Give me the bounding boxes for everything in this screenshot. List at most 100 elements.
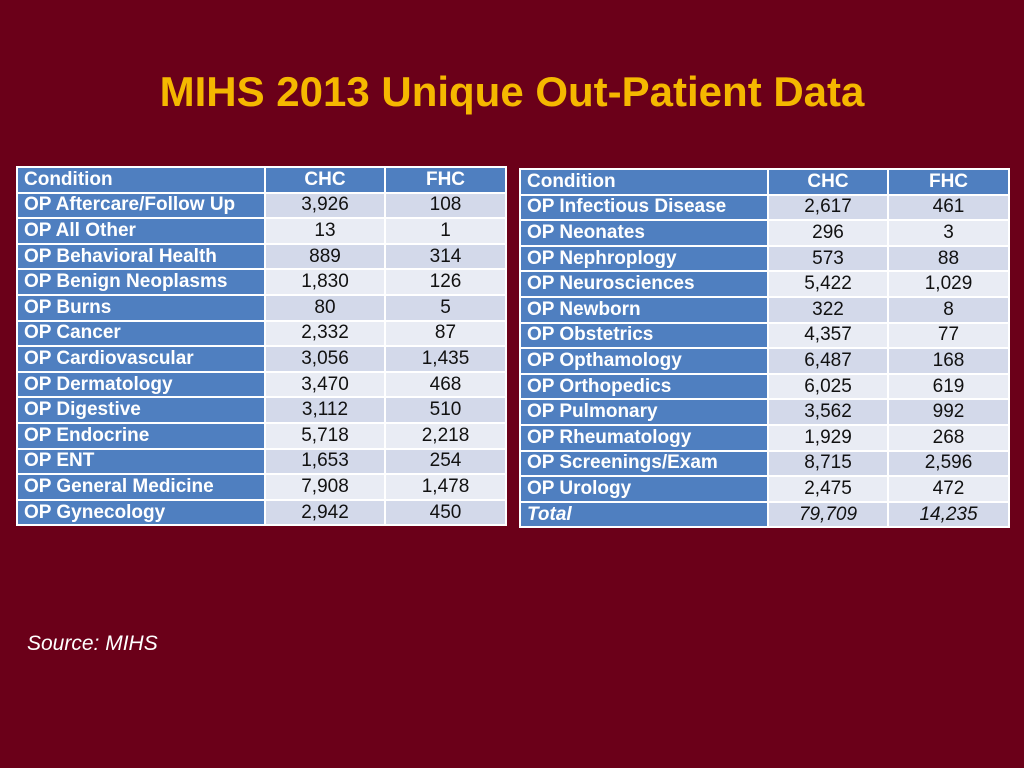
condition-header: Condition	[16, 166, 266, 194]
condition-cell: OP Rheumatology	[519, 423, 769, 452]
fhc-cell: 1,478	[384, 473, 507, 501]
condition-cell: OP All Other	[16, 217, 266, 245]
table-row: OP Nephroplogy 573 88	[519, 244, 1010, 273]
condition-cell: OP Dermatology	[16, 370, 266, 399]
condition-cell: OP Burns	[16, 293, 266, 322]
table-row: OP Gynecology 2,942 450	[16, 498, 507, 527]
table-row: OP Newborn 322 8	[519, 295, 1010, 324]
table-row: OP Infectious Disease 2,617 461	[519, 193, 1010, 222]
condition-cell: OP Cancer	[16, 319, 266, 348]
chc-cell: 80	[264, 293, 386, 322]
condition-cell: OP Gynecology	[16, 498, 266, 527]
condition-cell: OP Opthamology	[519, 347, 769, 375]
condition-header: Condition	[519, 168, 769, 196]
fhc-cell: 8	[887, 295, 1010, 324]
total-row: Total 79,709 14,235	[519, 500, 1010, 529]
fhc-cell: 88	[887, 244, 1010, 273]
chc-cell: 1,830	[264, 268, 386, 296]
condition-cell: OP Endocrine	[16, 421, 266, 450]
chc-cell: 5,718	[264, 421, 386, 450]
chc-cell: 573	[767, 244, 889, 273]
condition-cell: OP Neonates	[519, 219, 769, 247]
chc-cell: 1,653	[264, 447, 386, 476]
chc-cell: 2,475	[767, 475, 889, 503]
fhc-cell: 87	[384, 319, 507, 348]
chc-cell: 2,942	[264, 498, 386, 527]
table-row: OP General Medicine 7,908 1,478	[16, 473, 507, 501]
table-row: OP Endocrine 5,718 2,218	[16, 421, 507, 450]
table-row: OP Opthamology 6,487 168	[519, 347, 1010, 375]
condition-cell: OP Obstetrics	[519, 321, 769, 350]
total-fhc: 14,235	[887, 500, 1010, 529]
chc-cell: 889	[264, 242, 386, 271]
chc-cell: 4,357	[767, 321, 889, 350]
page-title: MIHS 2013 Unique Out-Patient Data	[159, 68, 865, 115]
condition-cell: OP Infectious Disease	[519, 193, 769, 222]
condition-cell: OP Cardiovascular	[16, 345, 266, 373]
fhc-cell: 1	[384, 217, 507, 245]
right-data-table: Condition CHC FHC OP Infectious Disease 2…	[519, 168, 1010, 529]
fhc-cell: 510	[384, 396, 507, 424]
table-header-row: Condition CHC FHC	[16, 166, 507, 194]
chc-cell: 6,025	[767, 372, 889, 401]
fhc-cell: 254	[384, 447, 507, 476]
table-row: OP ENT 1,653 254	[16, 447, 507, 476]
condition-cell: OP Aftercare/Follow Up	[16, 191, 266, 220]
condition-cell: OP Benign Neoplasms	[16, 268, 266, 296]
chc-cell: 322	[767, 295, 889, 324]
table-row: OP Digestive 3,112 510	[16, 396, 507, 424]
chc-cell: 3,112	[264, 396, 386, 424]
condition-cell: OP Digestive	[16, 396, 266, 424]
chc-cell: 8,715	[767, 449, 889, 478]
table-row: OP Benign Neoplasms 1,830 126	[16, 268, 507, 296]
fhc-cell: 619	[887, 372, 1010, 401]
condition-cell: OP Nephroplogy	[519, 244, 769, 273]
fhc-header: FHC	[384, 166, 507, 194]
condition-cell: OP Neurosciences	[519, 270, 769, 298]
table-row: OP Obstetrics 4,357 77	[519, 321, 1010, 350]
chc-cell: 2,332	[264, 319, 386, 348]
table-row: OP Neurosciences 5,422 1,029	[519, 270, 1010, 298]
chc-cell: 3,470	[264, 370, 386, 399]
chc-cell: 6,487	[767, 347, 889, 375]
condition-cell: OP Orthopedics	[519, 372, 769, 401]
fhc-cell: 108	[384, 191, 507, 220]
table-row: OP Rheumatology 1,929 268	[519, 423, 1010, 452]
fhc-header: FHC	[887, 168, 1010, 196]
table-row: OP Screenings/Exam 8,715 2,596	[519, 449, 1010, 478]
table-row: OP Burns 80 5	[16, 293, 507, 322]
right-table-body: OP Infectious Disease 2,617 461 OP Neonates…	[519, 193, 1010, 503]
chc-cell: 3,926	[264, 191, 386, 220]
chc-cell: 1,929	[767, 423, 889, 452]
fhc-cell: 992	[887, 398, 1010, 426]
chc-cell: 2,617	[767, 193, 889, 222]
fhc-cell: 1,435	[384, 345, 507, 373]
table-row: OP Dermatology 3,470 468	[16, 370, 507, 399]
fhc-cell: 126	[384, 268, 507, 296]
chc-cell: 296	[767, 219, 889, 247]
table-row: OP Urology 2,475 472	[519, 475, 1010, 503]
table-row: OP Cardiovascular 3,056 1,435	[16, 345, 507, 373]
fhc-cell: 77	[887, 321, 1010, 350]
fhc-cell: 461	[887, 193, 1010, 222]
table-row: OP Orthopedics 6,025 619	[519, 372, 1010, 401]
chc-header: CHC	[767, 168, 889, 196]
chc-cell: 3,056	[264, 345, 386, 373]
fhc-cell: 3	[887, 219, 1010, 247]
fhc-cell: 468	[384, 370, 507, 399]
chc-cell: 3,562	[767, 398, 889, 426]
fhc-cell: 2,218	[384, 421, 507, 450]
fhc-cell: 314	[384, 242, 507, 271]
table-row: OP All Other 13 1	[16, 217, 507, 245]
fhc-cell: 2,596	[887, 449, 1010, 478]
fhc-cell: 268	[887, 423, 1010, 452]
source-note: Source: MIHS	[27, 632, 158, 655]
fhc-cell: 450	[384, 498, 507, 527]
condition-cell: OP ENT	[16, 447, 266, 476]
chc-header: CHC	[264, 166, 386, 194]
table-header-row: Condition CHC FHC	[519, 168, 1010, 196]
left-table-body: OP Aftercare/Follow Up 3,926 108 OP All Oth…	[16, 191, 507, 527]
chc-cell: 5,422	[767, 270, 889, 298]
table-row: OP Pulmonary 3,562 992	[519, 398, 1010, 426]
condition-cell: OP Behavioral Health	[16, 242, 266, 271]
